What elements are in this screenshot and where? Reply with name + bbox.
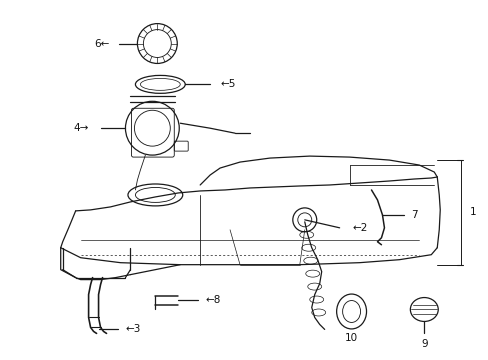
Text: 1: 1	[469, 207, 475, 217]
Text: 10: 10	[345, 333, 357, 343]
Text: ←8: ←8	[205, 294, 220, 305]
Text: 6←: 6←	[94, 39, 109, 49]
Text: ←3: ←3	[125, 324, 141, 334]
Text: 9: 9	[420, 339, 427, 350]
Text: ←2: ←2	[352, 223, 367, 233]
Text: ←5: ←5	[220, 79, 235, 89]
Text: 4→: 4→	[73, 123, 88, 133]
Text: 7: 7	[410, 210, 417, 220]
